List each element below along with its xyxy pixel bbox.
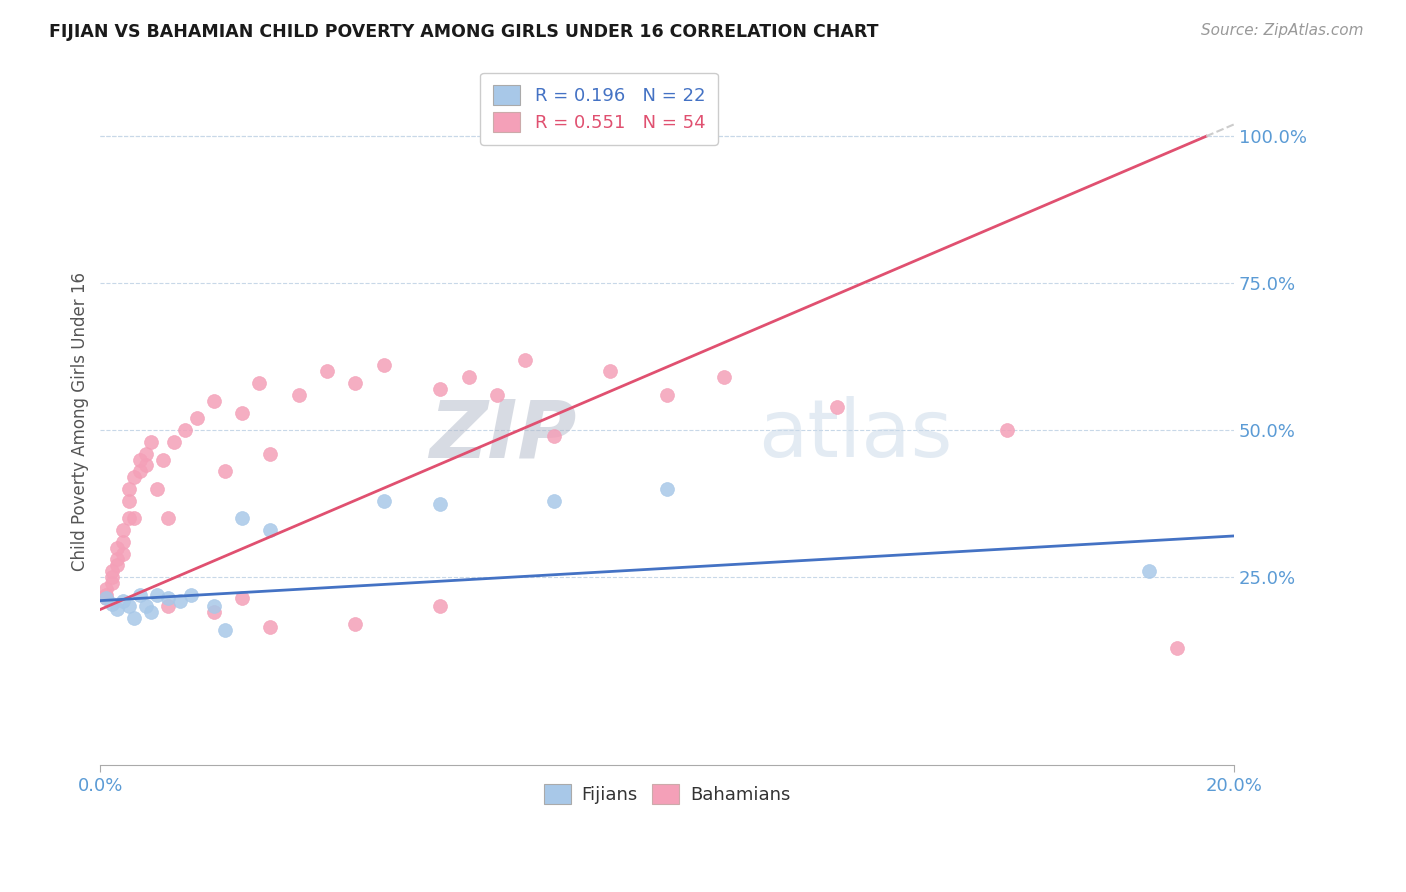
Point: [186, 411, 208, 425]
Point: [231, 591, 253, 605]
Point: [129, 588, 152, 602]
Point: [202, 606, 225, 620]
Point: [655, 388, 678, 402]
Point: [152, 452, 174, 467]
Point: [129, 452, 152, 467]
Point: [169, 593, 191, 607]
Point: [111, 523, 134, 537]
Point: [94, 591, 117, 605]
Point: [105, 558, 128, 573]
Point: [100, 564, 122, 578]
Text: Source: ZipAtlas.com: Source: ZipAtlas.com: [1201, 23, 1364, 38]
Point: [259, 620, 281, 634]
Point: [259, 523, 281, 537]
Point: [94, 582, 117, 596]
Point: [118, 482, 141, 496]
Point: [429, 599, 451, 614]
Point: [486, 388, 509, 402]
Point: [141, 434, 163, 449]
Point: [457, 370, 479, 384]
Point: [129, 464, 152, 478]
Point: [202, 393, 225, 408]
Point: [157, 591, 180, 605]
Point: [118, 511, 141, 525]
Point: [180, 588, 202, 602]
Point: [373, 493, 395, 508]
Point: [202, 599, 225, 614]
Point: [94, 591, 117, 605]
Point: [429, 497, 451, 511]
Point: [135, 599, 157, 614]
Point: [100, 597, 122, 611]
Text: ZIP: ZIP: [429, 396, 576, 474]
Point: [231, 405, 253, 419]
Point: [105, 602, 128, 616]
Point: [124, 611, 146, 625]
Point: [105, 541, 128, 555]
Text: atlas: atlas: [758, 396, 952, 474]
Point: [373, 359, 395, 373]
Point: [995, 423, 1018, 437]
Point: [259, 447, 281, 461]
Point: [157, 599, 180, 614]
Point: [141, 606, 163, 620]
Point: [344, 617, 367, 632]
Legend: Fijians, Bahamians: Fijians, Bahamians: [533, 773, 801, 814]
Point: [214, 464, 236, 478]
Point: [118, 599, 141, 614]
Point: [100, 570, 122, 584]
Point: [825, 400, 848, 414]
Point: [105, 552, 128, 566]
Point: [247, 376, 270, 390]
Y-axis label: Child Poverty Among Girls Under 16: Child Poverty Among Girls Under 16: [72, 272, 89, 571]
Point: [118, 493, 141, 508]
Point: [1166, 640, 1188, 655]
Point: [344, 376, 367, 390]
Point: [287, 388, 309, 402]
Point: [174, 423, 197, 437]
Point: [124, 470, 146, 484]
Point: [100, 576, 122, 591]
Point: [655, 482, 678, 496]
Point: [94, 588, 117, 602]
Point: [111, 593, 134, 607]
Point: [214, 623, 236, 637]
Point: [111, 547, 134, 561]
Point: [543, 429, 565, 443]
Point: [316, 364, 339, 378]
Point: [231, 511, 253, 525]
Point: [515, 352, 537, 367]
Point: [713, 370, 735, 384]
Point: [146, 482, 169, 496]
Point: [157, 511, 180, 525]
Point: [599, 364, 621, 378]
Point: [146, 588, 169, 602]
Point: [543, 493, 565, 508]
Point: [135, 447, 157, 461]
Point: [163, 434, 186, 449]
Point: [1137, 564, 1160, 578]
Point: [124, 511, 146, 525]
Point: [135, 458, 157, 473]
Point: [111, 534, 134, 549]
Text: FIJIAN VS BAHAMIAN CHILD POVERTY AMONG GIRLS UNDER 16 CORRELATION CHART: FIJIAN VS BAHAMIAN CHILD POVERTY AMONG G…: [49, 23, 879, 41]
Point: [429, 382, 451, 396]
